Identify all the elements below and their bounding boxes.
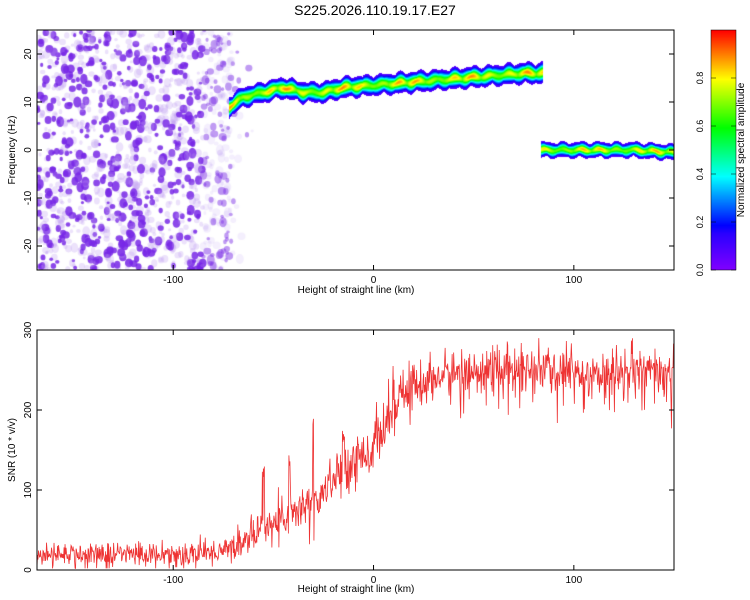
colorbar-label: Normalized spectral amplitude [736,82,747,217]
snr-ylabel: SNR (10 * v/v) [7,418,18,482]
y-tick-label: 0 [23,147,34,153]
colorbar: 0.0 0.2 0.4 0.6 0.8 Normalized spectral ampl… [695,29,747,277]
colorbar-tick-label: 0.8 [695,72,705,85]
colorbar-gradient [711,30,736,270]
x-tick-label: 100 [565,575,582,586]
x-tick-label: 0 [371,275,377,286]
y-tick-label: 10 [23,96,34,108]
snr-axes: -100 0 100 0 100 200 300 [23,321,674,586]
spectrogram-xlabel: Height of straight line (km) [298,285,415,296]
spectrogram-heatmap [37,30,674,270]
y-tick-label: 0 [23,567,34,573]
colorbar-tick-label: 0.2 [695,216,705,229]
x-tick-label: 100 [565,275,582,286]
snr-xlabel: Height of straight line (km) [298,584,415,595]
figure-title: S225.2026.110.19.17.E27 [294,2,456,18]
y-tick-label: 300 [23,321,34,338]
colorbar-frame [710,29,737,271]
colorbar-tick-label: 0.0 [695,264,705,277]
snr-frame [36,329,675,571]
x-tick-label: -100 [163,575,183,586]
x-tick-label: 0 [371,575,377,586]
x-tick-label: -100 [163,275,183,286]
snr-series-line [37,338,674,569]
y-tick-label: 200 [23,401,34,418]
y-tick-label: 20 [23,48,34,60]
y-tick-label: 100 [23,481,34,498]
y-tick-label: -20 [23,238,34,253]
colorbar-tick-label: 0.4 [695,168,705,181]
spectrogram-ylabel: Frequency (Hz) [7,116,18,185]
colorbar-ticks: 0.0 0.2 0.4 0.6 0.8 [695,72,736,277]
snr-panel: -100 0 100 0 100 200 300 Height of straight li… [7,321,675,595]
colorbar-tick-label: 0.6 [695,120,705,133]
y-tick-label: -10 [23,190,34,205]
